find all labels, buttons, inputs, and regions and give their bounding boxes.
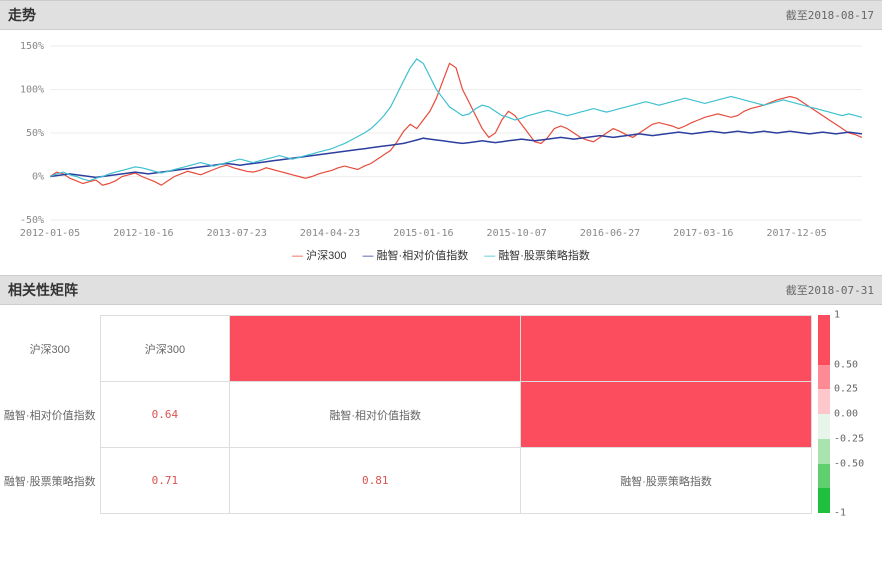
svg-text:2017-12-05: 2017-12-05 xyxy=(767,228,827,239)
legend-item: — 沪深300 xyxy=(292,247,346,263)
svg-text:-50%: -50% xyxy=(20,215,44,226)
colorbar: 10.500.250.00-0.25-0.50-1 xyxy=(812,315,872,514)
matrix-row-label: 沪深300 xyxy=(0,316,100,382)
trend-title: 走势 xyxy=(8,5,36,25)
svg-text:2012-10-16: 2012-10-16 xyxy=(113,228,173,239)
colorbar-segment xyxy=(818,488,830,513)
matrix-cell: 融智·股票策略指数 xyxy=(521,448,812,514)
matrix-cell xyxy=(230,316,521,382)
legend-item: — 融智·相对价值指数 xyxy=(362,247,468,263)
trend-header: 走势 截至2018-08-17 xyxy=(0,0,882,30)
matrix-cell xyxy=(521,316,812,382)
matrix-date: 截至2018-07-31 xyxy=(786,282,874,298)
matrix-row-label: 融智·股票策略指数 xyxy=(0,448,100,514)
svg-text:0%: 0% xyxy=(32,172,44,183)
svg-text:50%: 50% xyxy=(26,128,44,139)
colorbar-segment xyxy=(818,464,830,489)
matrix-cell: 沪深300 xyxy=(100,316,230,382)
trend-date: 截至2018-08-17 xyxy=(786,7,874,23)
colorbar-segment xyxy=(818,389,830,414)
matrix-cell: 0.71 xyxy=(100,448,230,514)
svg-text:2014-04-23: 2014-04-23 xyxy=(300,228,360,239)
colorbar-tick: -0.50 xyxy=(834,458,864,469)
matrix-cell: 0.81 xyxy=(230,448,521,514)
trend-chart: -50% 0% 50% 100% 150% 2012-01-05 2012-10-16 20… xyxy=(0,30,882,275)
svg-text:2016-06-27: 2016-06-27 xyxy=(580,228,640,239)
matrix-cell: 0.64 xyxy=(100,382,230,448)
svg-text:2013-07-23: 2013-07-23 xyxy=(207,228,267,239)
colorbar-tick: 1 xyxy=(834,310,840,321)
colorbar-segment xyxy=(818,414,830,439)
colorbar-segment xyxy=(818,315,830,365)
matrix-cell: 融智·相对价值指数 xyxy=(230,382,521,448)
svg-text:2012-01-05: 2012-01-05 xyxy=(20,228,80,239)
colorbar-tick: 0.25 xyxy=(834,384,858,395)
trend-svg: -50% 0% 50% 100% 150% 2012-01-05 2012-10-16 20… xyxy=(10,40,872,240)
colorbar-tick: 0.50 xyxy=(834,359,858,370)
legend-item: — 融智·股票策略指数 xyxy=(484,247,590,263)
colorbar-tick: 0.00 xyxy=(834,409,858,420)
matrix-cell xyxy=(521,382,812,448)
colorbar-segment xyxy=(818,365,830,390)
series-line xyxy=(50,59,862,181)
svg-text:100%: 100% xyxy=(20,85,44,96)
matrix-title: 相关性矩阵 xyxy=(8,280,78,300)
svg-text:2015-01-16: 2015-01-16 xyxy=(393,228,453,239)
colorbar-tick: -1 xyxy=(834,508,846,519)
colorbar-segment xyxy=(818,439,830,464)
trend-legend: — 沪深300 — 融智·相对价值指数 — 融智·股票策略指数 xyxy=(10,243,872,267)
legend-label: 融智·相对价值指数 xyxy=(377,250,469,262)
svg-text:2017-03-16: 2017-03-16 xyxy=(673,228,733,239)
legend-label: 融智·股票策略指数 xyxy=(498,250,590,262)
matrix-table: 沪深300沪深300融智·相对价值指数0.64融智·相对价值指数融智·股票策略指… xyxy=(0,315,812,514)
series-line xyxy=(50,63,862,185)
correlation-matrix: 沪深300沪深300融智·相对价值指数0.64融智·相对价值指数融智·股票策略指… xyxy=(0,305,882,524)
matrix-header: 相关性矩阵 截至2018-07-31 xyxy=(0,275,882,305)
colorbar-tick: -0.25 xyxy=(834,433,864,444)
legend-label: 沪深300 xyxy=(306,250,346,262)
svg-text:150%: 150% xyxy=(20,41,44,52)
svg-text:2015-10-07: 2015-10-07 xyxy=(487,228,547,239)
matrix-row-label: 融智·相对价值指数 xyxy=(0,382,100,448)
